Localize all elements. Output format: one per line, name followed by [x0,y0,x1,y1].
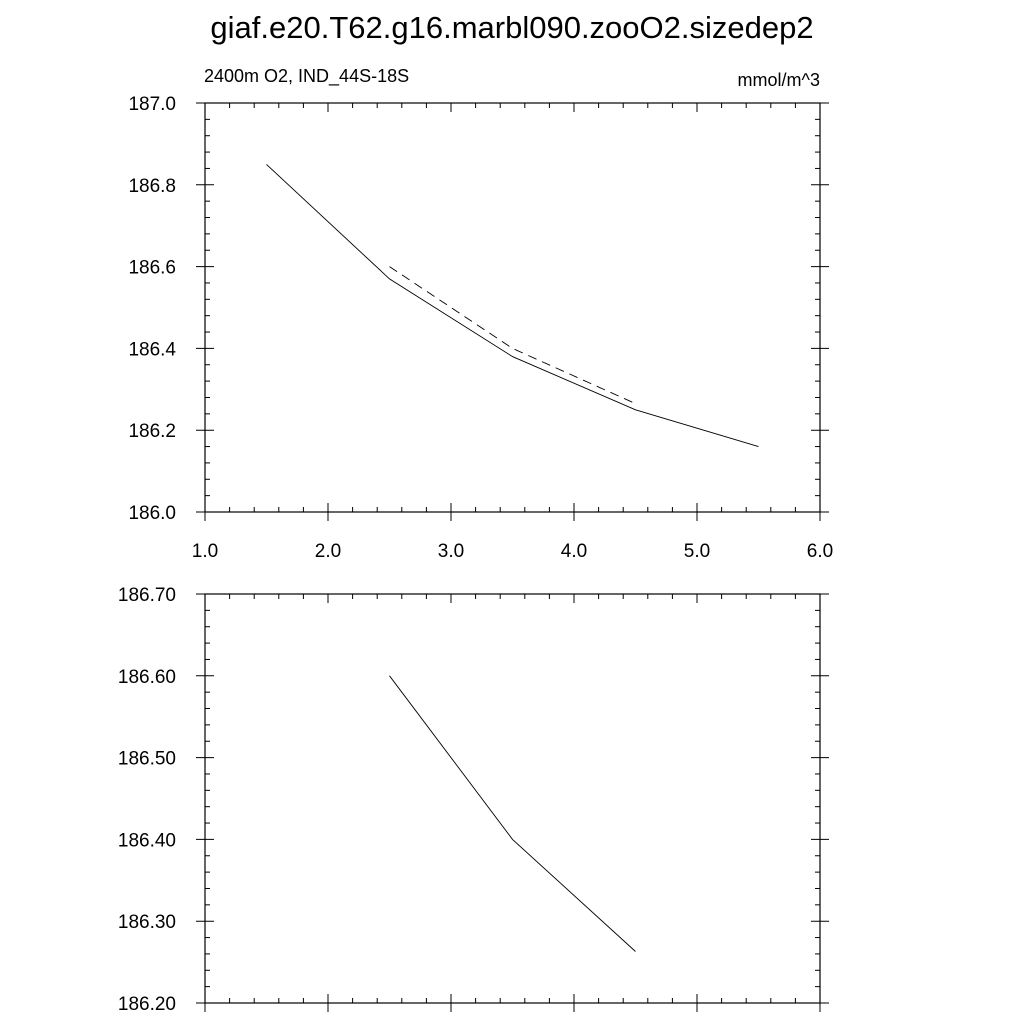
x-tick-label: 1.0 [192,541,218,562]
plot-frame [204,102,821,513]
y-tick-label: 186.20 [118,994,176,1015]
y-tick-label: 187.0 [128,94,176,115]
y-tick-label: 186.70 [118,585,176,606]
solid-series-line [266,164,759,448]
solid-series-line [389,675,636,952]
y-tick-label: 186.40 [118,830,176,851]
chart-title: giaf.e20.T62.g16.marbl090.zooO2.sizedep2 [210,10,813,45]
top-panel: 1.0 2.0 3.0 4.0 5.0 6.0 186.0 186.2 186.4 186.6 18… [128,94,833,562]
y-tick-label: 186.6 [128,258,176,279]
y-tick-label: 186.60 [118,667,176,688]
dashed-series-line [389,266,636,405]
y-tick-label: 186.50 [118,749,176,770]
bottom-panel: 186.20 186.30 186.40 186.50 186.60 186.70 [118,585,829,1015]
y-tick-label: 186.2 [128,421,176,442]
y-tick-label: 186.30 [118,912,176,933]
x-tick-label: 4.0 [561,541,587,562]
plot-frame [204,593,821,1004]
y-tick-label: 186.0 [128,503,176,524]
x-tick-label: 5.0 [684,541,710,562]
y-tick-label: 186.8 [128,176,176,197]
x-tick-label: 6.0 [807,541,833,562]
x-tick-label: 2.0 [315,541,341,562]
x-tick-label: 3.0 [438,541,464,562]
top-panel-left-label: 2400m O2, IND_44S-18S [204,66,409,87]
top-panel-right-label: mmol/m^3 [738,70,820,90]
y-tick-label: 186.4 [128,339,176,360]
